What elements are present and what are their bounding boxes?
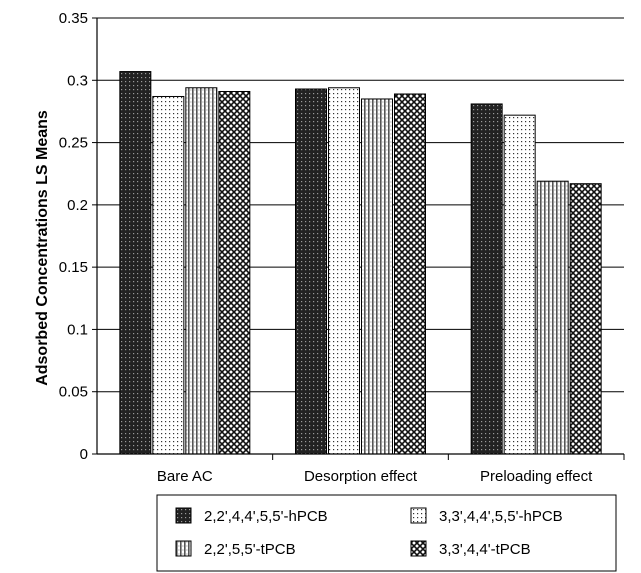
legend: 2,2',4,4',5,5'-hPCB 3,3',4,4',5,5'-hPCB 2,… [156,494,617,572]
y-tick-label: 0.3 [67,72,88,89]
bar [470,103,503,455]
axes: 0 0.05 0.1 0.15 0.2 0.25 0.3 0.35 Bare AC Desorpt… [59,10,625,485]
legend-box [156,494,617,572]
y-tick-label: 0.35 [59,10,88,27]
legend-swatch [175,540,192,557]
y-tick-label: 0 [80,446,88,463]
gridlines [97,17,624,393]
legend-swatch [410,540,427,557]
legend-label: 2,2',4,4',5,5'-hPCB [204,508,328,525]
bar [218,90,251,455]
x-tick-label: Preloading effect [480,468,593,485]
bar [328,87,360,455]
y-tick-label: 0.2 [67,197,88,214]
bar [185,87,218,455]
y-axis-title: Adsorbed Concentrations LS Means [34,110,51,386]
y-tick-label: 0.15 [59,259,88,276]
legend-label: 3,3',4,4',5,5'-hPCB [439,508,563,525]
bar [503,114,536,455]
bar [295,88,327,455]
y-tick-label: 0.1 [67,321,88,338]
bar [569,183,602,455]
legend-swatch [410,507,427,524]
bar [394,93,426,455]
legend-swatch [175,507,192,524]
bars [119,71,602,455]
bar [152,95,185,455]
bar [536,180,569,455]
legend-label: 2,2',5,5'-tPCB [204,541,296,558]
y-tick-label: 0.25 [59,135,88,152]
x-tick-label: Desorption effect [304,468,418,485]
bar [361,98,393,455]
bar [119,71,152,455]
y-tick-label: 0.05 [59,384,88,401]
legend-label: 3,3',4,4'-tPCB [439,541,531,558]
x-tick-label: Bare AC [157,468,213,485]
